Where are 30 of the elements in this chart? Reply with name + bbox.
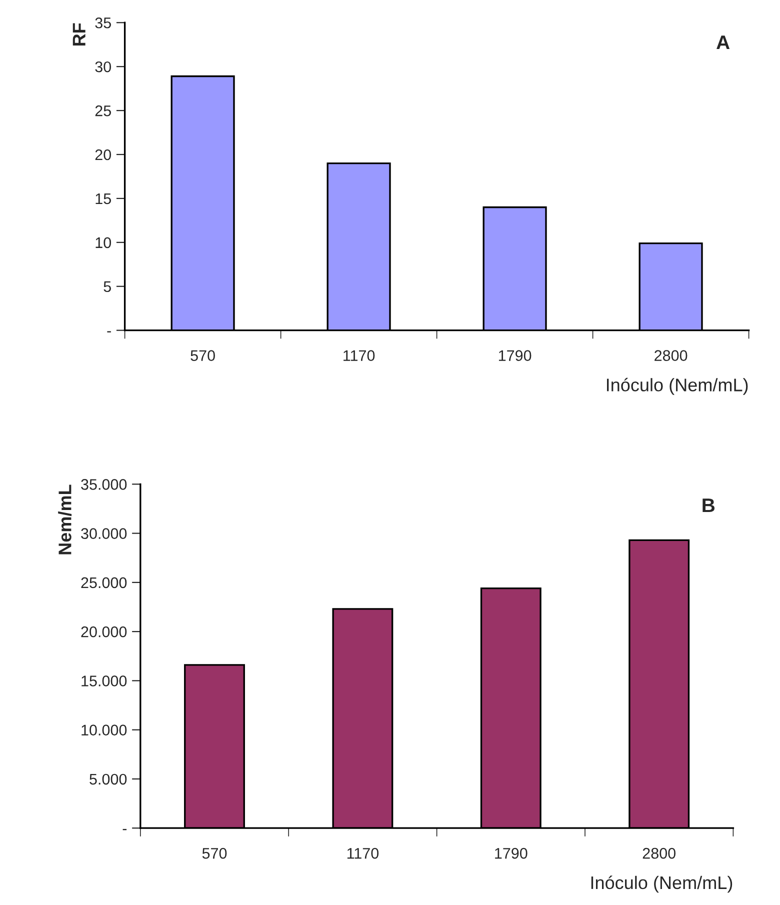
y-tick-label: - (107, 331, 111, 332)
y-tick-label: 5 (104, 281, 111, 292)
x-tick-label: 2800 (642, 848, 676, 859)
annotation: A (716, 36, 730, 50)
y-tick-label: 30 (95, 61, 112, 72)
annotation: B (702, 498, 715, 512)
y-tick-label: 5.000 (90, 774, 127, 785)
x-axis-title: Inóculo (Nem/mL) (591, 876, 732, 893)
x-tick-label: 1170 (344, 350, 375, 361)
y-tick-label: 35 (95, 17, 111, 28)
y-tick-label: 15.000 (82, 676, 127, 686)
y-tick-label: 30.000 (81, 528, 127, 539)
y-tick-label: 20.000 (81, 626, 127, 638)
x-axis-title: Inóculo (Nem/mL) (606, 378, 748, 395)
y-tick-label: 10 (96, 237, 112, 248)
y-tick-label: 35.000 (81, 479, 127, 490)
x-tick-label: 570 (202, 848, 227, 859)
x-tick-label: 1790 (495, 848, 528, 859)
y-tick-label: 15 (96, 193, 111, 204)
x-tick-label: 570 (190, 350, 215, 361)
y-axis-title: RF (72, 23, 86, 46)
y-tick-label: 20 (95, 149, 112, 160)
y-tick-label: - (122, 828, 127, 830)
y-axis-title: Nem/mL (58, 484, 72, 554)
y-tick-label: 25 (95, 105, 111, 116)
x-tick-label: 1170 (347, 848, 379, 859)
x-tick-label: 2800 (654, 350, 688, 361)
x-tick-label: 1790 (498, 350, 532, 361)
y-tick-label: 10.000 (82, 724, 127, 736)
y-tick-label: 25.000 (81, 577, 127, 588)
